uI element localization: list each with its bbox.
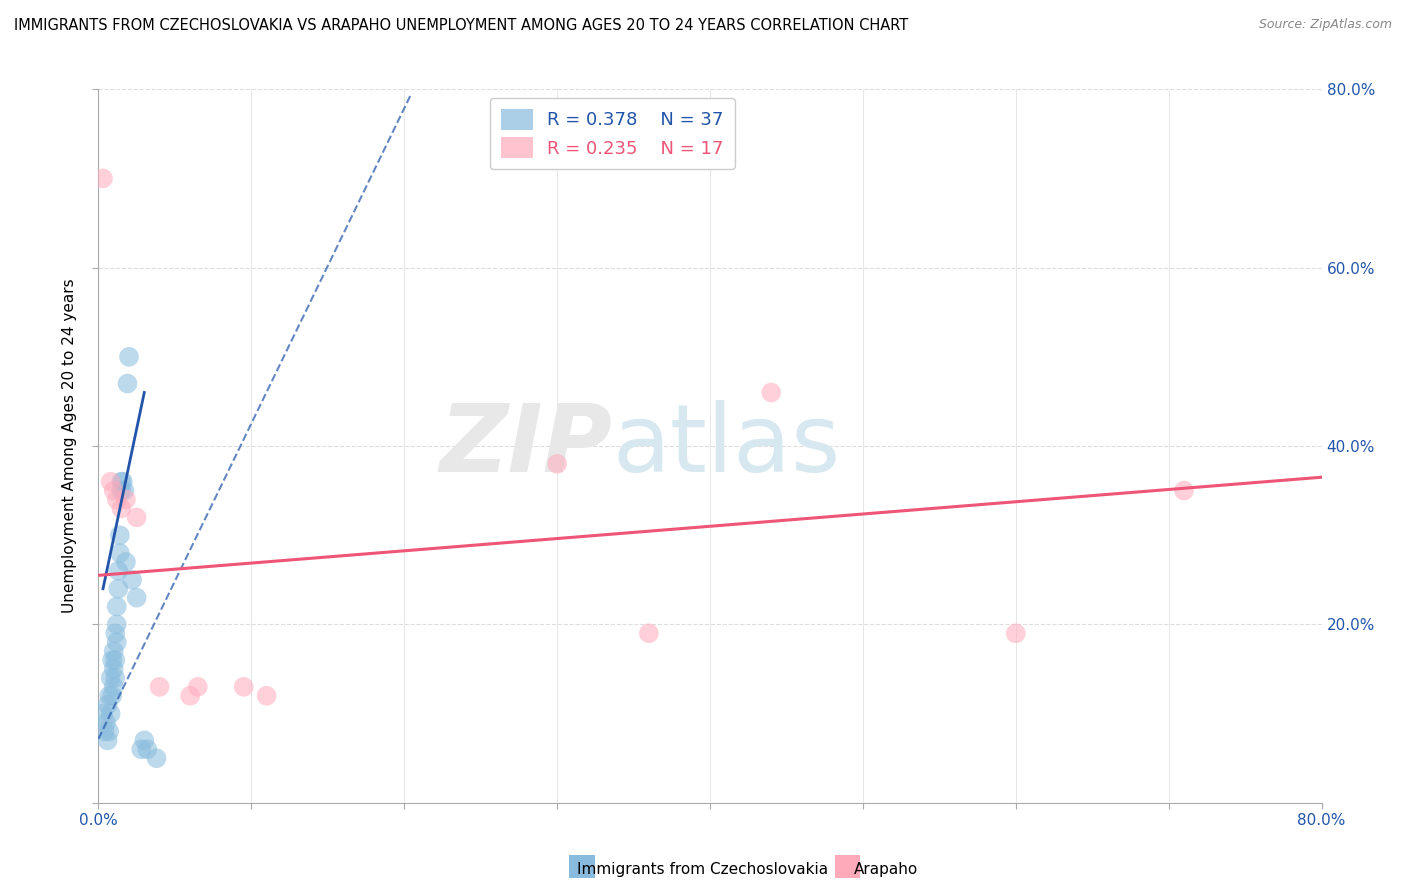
- Point: [103, 644, 125, 658]
- Point: [103, 680, 125, 694]
- Point: [93, 724, 115, 739]
- Point: [107, 582, 129, 596]
- Point: [115, 492, 138, 507]
- Point: [101, 689, 124, 703]
- Point: [759, 385, 782, 400]
- Point: [105, 617, 128, 632]
- Legend: R = 0.378    N = 37, R = 0.235    N = 17: R = 0.378 N = 37, R = 0.235 N = 17: [489, 98, 735, 169]
- Point: [118, 350, 141, 364]
- Point: [121, 573, 143, 587]
- Point: [104, 671, 127, 685]
- Point: [125, 510, 148, 524]
- Text: Immigrants from Czechoslovakia: Immigrants from Czechoslovakia: [578, 863, 828, 877]
- Point: [232, 680, 254, 694]
- Point: [145, 751, 167, 765]
- Point: [637, 626, 661, 640]
- Point: [129, 742, 152, 756]
- Text: atlas: atlas: [612, 400, 841, 492]
- Point: [149, 680, 172, 694]
- Point: [100, 671, 122, 685]
- Point: [117, 376, 139, 391]
- Point: [108, 546, 131, 560]
- Point: [187, 680, 209, 694]
- Point: [110, 475, 132, 489]
- Point: [105, 635, 128, 649]
- Point: [103, 662, 125, 676]
- Text: Arapaho: Arapaho: [853, 863, 918, 877]
- Y-axis label: Unemployment Among Ages 20 to 24 years: Unemployment Among Ages 20 to 24 years: [62, 278, 77, 614]
- Point: [1004, 626, 1026, 640]
- Point: [98, 724, 121, 739]
- Point: [94, 715, 117, 730]
- Point: [100, 706, 122, 721]
- Point: [100, 475, 122, 489]
- Point: [125, 591, 148, 605]
- Point: [115, 555, 138, 569]
- Text: IMMIGRANTS FROM CZECHOSLOVAKIA VS ARAPAHO UNEMPLOYMENT AMONG AGES 20 TO 24 YEARS: IMMIGRANTS FROM CZECHOSLOVAKIA VS ARAPAH…: [14, 18, 908, 33]
- Point: [104, 626, 127, 640]
- Point: [134, 733, 156, 747]
- Point: [107, 564, 129, 578]
- Text: Source: ZipAtlas.com: Source: ZipAtlas.com: [1258, 18, 1392, 31]
- Point: [104, 653, 127, 667]
- Point: [101, 653, 124, 667]
- Point: [179, 689, 201, 703]
- Point: [105, 599, 128, 614]
- Point: [103, 483, 125, 498]
- Point: [91, 706, 114, 721]
- Point: [1173, 483, 1195, 498]
- Point: [546, 457, 568, 471]
- Point: [97, 698, 120, 712]
- Point: [112, 483, 135, 498]
- Point: [110, 483, 132, 498]
- Point: [136, 742, 159, 756]
- Point: [98, 689, 121, 703]
- Point: [111, 475, 134, 489]
- Point: [108, 528, 131, 542]
- Point: [105, 492, 128, 507]
- Point: [256, 689, 278, 703]
- Point: [97, 733, 120, 747]
- Point: [91, 171, 114, 186]
- Point: [110, 501, 132, 516]
- Text: ZIP: ZIP: [439, 400, 612, 492]
